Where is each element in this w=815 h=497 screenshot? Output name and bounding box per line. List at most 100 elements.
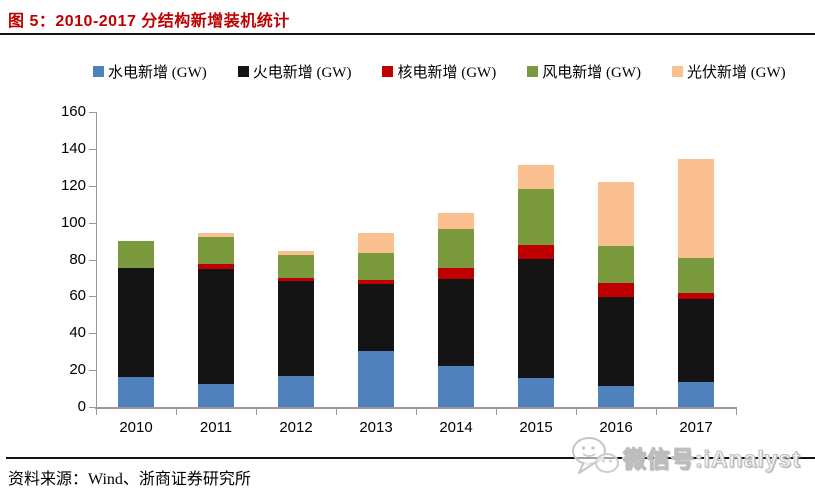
y-axis-label: 120 [60, 176, 86, 194]
bar-2013-thermal [358, 284, 394, 351]
x-axis-label-2012: 2012 [279, 419, 313, 436]
x-axis-tick [656, 409, 657, 415]
bar-2012-wind [278, 254, 314, 278]
bar-2011-wind [198, 237, 234, 265]
bar-2015-solar [518, 165, 554, 190]
figure-title: 图 5：2010-2017 分结构新增装机统计 [8, 13, 290, 30]
legend-item-hydro: 水电新增 (GW) [93, 61, 207, 82]
bar-2015-wind [518, 189, 554, 245]
bar-2014-hydro [438, 366, 474, 407]
bar-2013-wind [358, 252, 394, 280]
legend-label-solar: 光伏新增 (GW) [686, 65, 786, 81]
bar-2010-wind [118, 241, 154, 268]
x-axis-tick [576, 409, 577, 415]
x-axis-tick [736, 409, 737, 415]
bar-2011-hydro [198, 383, 234, 407]
bar-2013-hydro [358, 350, 394, 407]
x-axis-label-2014: 2014 [439, 419, 473, 436]
y-axis-tick [89, 185, 96, 187]
wechat-icon [571, 437, 619, 474]
bar-2016-hydro [598, 385, 634, 407]
legend-label-hydro: 水电新增 (GW) [108, 65, 207, 81]
y-axis-label: 80 [69, 250, 86, 268]
legend-item-nuclear: 核电新增 (GW) [382, 61, 496, 82]
y-axis-label: 140 [60, 139, 86, 157]
y-axis-label: 100 [60, 213, 86, 231]
chart-legend: 水电新增 (GW) 火电新增 (GW) 核电新增 (GW) 风电新增 (GW) 光伏新增… [93, 61, 786, 82]
bar-2014-nuclear [438, 267, 474, 279]
bar-2015-hydro [518, 377, 554, 407]
bar-2013-nuclear [358, 279, 394, 285]
bar-2010-thermal [118, 267, 154, 377]
watermark-text: 微信号:iAnalyst [622, 446, 801, 473]
bar-2010-hydro [118, 376, 154, 407]
y-axis-label: 40 [69, 324, 86, 342]
y-axis-tick [89, 407, 96, 408]
bar-2014-wind [438, 228, 474, 268]
footer-divider [6, 457, 815, 459]
bar-2016-nuclear [598, 283, 634, 297]
bar-2012-thermal [278, 281, 314, 377]
y-axis-label: 0 [77, 398, 86, 415]
y-axis-tick [89, 370, 96, 372]
bar-2017-nuclear [678, 293, 714, 299]
x-axis-tick [176, 409, 177, 415]
legend-marker-solar [671, 66, 683, 77]
x-axis-label-2016: 2016 [599, 419, 633, 436]
x-axis-tick [336, 409, 337, 415]
y-axis-tick [89, 333, 96, 335]
x-axis-label-2017: 2017 [679, 419, 713, 436]
bar-2014-solar [438, 212, 474, 229]
bar-2017-thermal [678, 298, 714, 383]
bar-2016-wind [598, 246, 634, 284]
bar-2013-solar [358, 232, 394, 253]
bar-2011-solar [198, 232, 234, 238]
y-axis-tick [89, 296, 96, 298]
bar-2012-solar [278, 251, 314, 255]
y-axis-tick [89, 259, 96, 261]
bar-2011-nuclear [198, 264, 234, 270]
bar-2016-thermal [598, 296, 634, 386]
x-axis-tick [256, 409, 257, 415]
bar-2011-thermal [198, 269, 234, 384]
legend-marker-nuclear [382, 66, 394, 77]
bar-2015-thermal [518, 258, 554, 378]
bar-2015-nuclear [518, 244, 554, 259]
legend-marker-thermal [237, 66, 249, 77]
x-axis-label-2015: 2015 [519, 419, 553, 436]
watermark: 微信号:iAnalyst [570, 434, 801, 480]
bar-2017-solar [678, 159, 714, 258]
y-axis-label: 20 [69, 361, 86, 379]
bar-2017-hydro [678, 382, 714, 407]
x-axis-line [95, 407, 737, 409]
source-note: 资料来源：Wind、浙商证券研究所 [8, 471, 251, 488]
legend-label-wind: 风电新增 (GW) [542, 65, 641, 81]
x-axis-tick [496, 409, 497, 415]
x-axis-label-2013: 2013 [359, 419, 393, 436]
y-axis-label: 60 [69, 287, 86, 305]
title-divider [0, 33, 815, 35]
y-axis-line [96, 112, 97, 408]
y-axis-tick [89, 148, 96, 150]
legend-item-thermal: 火电新增 (GW) [237, 61, 352, 82]
legend-label-thermal: 火电新增 (GW) [252, 65, 352, 81]
x-axis-label-2011: 2011 [199, 419, 233, 436]
y-axis-tick [89, 112, 96, 113]
bar-2012-hydro [278, 376, 314, 407]
y-axis-label: 160 [60, 103, 86, 120]
bar-2012-nuclear [278, 277, 314, 282]
x-axis-label-2010: 2010 [119, 419, 153, 436]
legend-item-wind: 风电新增 (GW) [527, 61, 641, 82]
bar-2017-wind [678, 258, 714, 294]
legend-item-solar: 光伏新增 (GW) [671, 61, 786, 82]
x-axis-tick [96, 409, 97, 415]
bar-2014-thermal [438, 278, 474, 367]
y-axis-tick [89, 222, 96, 224]
legend-marker-hydro [93, 66, 104, 77]
stacked-bar-chart: 0 20 40 60 80 100 120 140 160 2010 2011 2012 2013 201… [0, 82, 815, 444]
x-axis-tick [416, 409, 417, 415]
legend-label-nuclear: 核电新增 (GW) [397, 65, 497, 81]
legend-marker-wind [527, 66, 539, 77]
bar-2016-solar [598, 181, 634, 247]
